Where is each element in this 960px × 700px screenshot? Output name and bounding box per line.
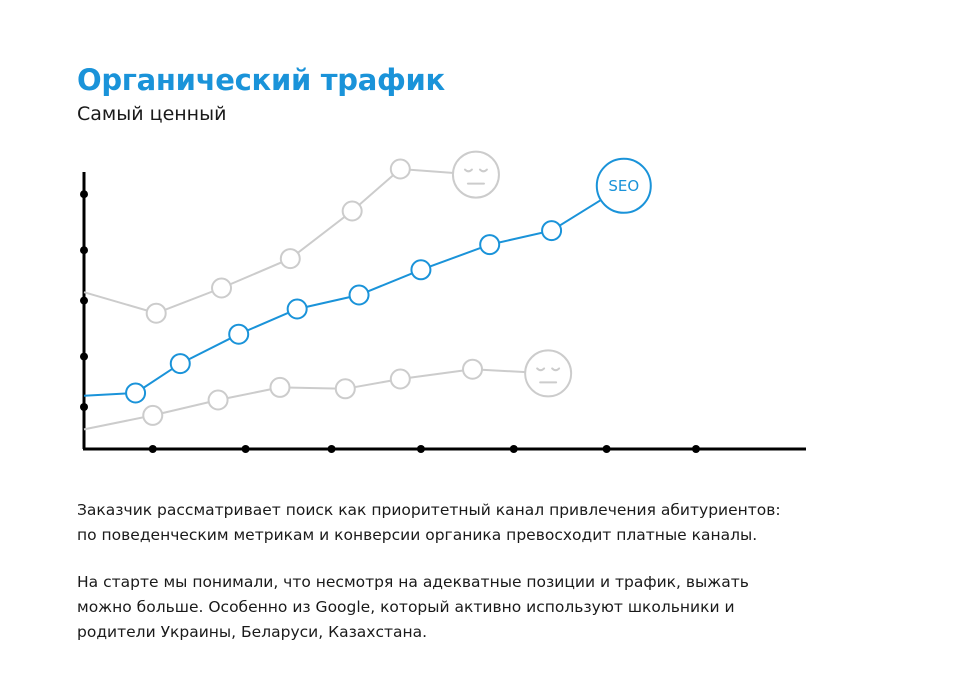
- data-point-SEO: [125, 382, 147, 404]
- data-point-SEO: [479, 234, 501, 256]
- data-point-lower: [334, 378, 356, 400]
- y-tick-dot: [80, 403, 88, 411]
- data-point-lower: [269, 376, 291, 398]
- data-point-upper: [145, 302, 167, 324]
- x-tick-dot: [691, 445, 700, 453]
- y-tick-dot: [80, 246, 88, 255]
- seo-series-label: SEO: [608, 177, 639, 195]
- data-point-SEO: [228, 323, 250, 345]
- y-tick-dot: [80, 296, 88, 305]
- sad-face-eye: [478, 168, 488, 173]
- p2-line-1: На старте мы понимали, что несмотря на а…: [77, 573, 749, 591]
- data-point-upper: [341, 200, 363, 222]
- y-tick-dot: [80, 352, 88, 361]
- x-tick-dot: [602, 445, 611, 453]
- p2-line-3: родители Украины, Беларуси, Казахстана.: [77, 623, 428, 641]
- data-point-SEO: [286, 298, 308, 320]
- data-point-SEO: [348, 284, 370, 306]
- data-point-upper: [211, 277, 233, 299]
- description-paragraph-2: На старте мы понимали, что несмотря на а…: [77, 570, 877, 645]
- page-subtitle: Самый ценный: [77, 103, 227, 125]
- data-point-lower: [462, 358, 484, 380]
- sad-face-eye: [536, 367, 546, 372]
- sad-face-icon: [524, 349, 573, 398]
- data-point-lower: [142, 404, 164, 426]
- data-point-lower: [389, 368, 411, 390]
- data-point-upper: [389, 158, 411, 180]
- series-line-SEO: [83, 184, 625, 397]
- x-tick-dot: [241, 445, 250, 453]
- x-tick-dot: [327, 445, 336, 453]
- x-tick-dot: [509, 445, 518, 453]
- data-point-upper: [279, 248, 301, 270]
- series-line-lower: [83, 368, 549, 431]
- data-point-SEO: [169, 353, 191, 375]
- series-line-upper: [83, 167, 476, 315]
- y-tick-dot: [80, 190, 88, 199]
- p2-line-2: можно больше. Особенно из Google, которы…: [77, 598, 735, 616]
- sad-face-eye: [551, 367, 561, 372]
- data-point-SEO: [410, 259, 432, 281]
- x-tick-dot: [148, 445, 157, 453]
- data-point-lower: [207, 389, 229, 411]
- traffic-line-chart: SEO: [80, 150, 806, 453]
- p1-line-2: по поведенческим метрикам и конверсии ор…: [77, 526, 758, 544]
- seo-bubble-outline: [595, 157, 652, 214]
- data-point-SEO: [541, 220, 563, 242]
- p1-line-1: Заказчик рассматривает поиск как приорит…: [77, 501, 781, 519]
- sad-face-eye: [463, 168, 473, 173]
- sad-face-icon: [451, 150, 500, 199]
- page-title: Органический трафик: [77, 63, 445, 97]
- sad-face-outline: [524, 349, 573, 398]
- seo-bubble-icon: SEO: [595, 157, 652, 214]
- sad-face-outline: [451, 150, 500, 199]
- description-paragraph-1: Заказчик рассматривает поиск как приорит…: [77, 498, 877, 548]
- x-tick-dot: [416, 445, 425, 453]
